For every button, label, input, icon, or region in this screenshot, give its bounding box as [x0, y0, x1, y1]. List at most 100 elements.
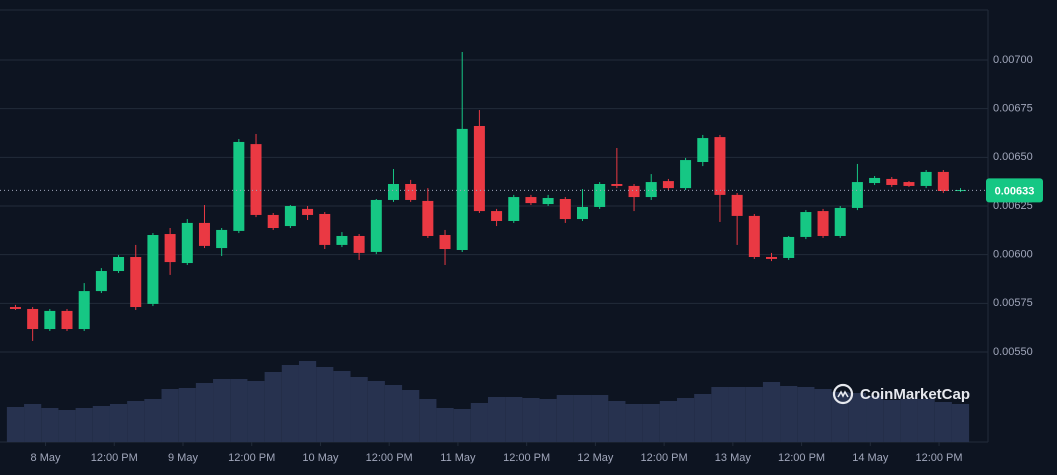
candle-body	[628, 185, 640, 198]
y-tick-label: 0.00600	[993, 249, 1033, 261]
candle-body	[319, 213, 331, 245]
volume-bar	[608, 401, 626, 442]
volume-bar	[281, 365, 299, 442]
x-tick-label: 12:00 PM	[228, 452, 275, 464]
volume-bar	[195, 383, 214, 442]
watermark-logo-mark	[837, 390, 849, 398]
candle-body	[405, 184, 417, 200]
candle-body	[113, 257, 125, 272]
candle-body	[27, 308, 39, 330]
candle-body	[233, 141, 245, 231]
candle-body	[542, 198, 554, 205]
volume-bar	[384, 385, 403, 442]
candle-body	[284, 206, 296, 227]
candle-body	[594, 184, 606, 207]
volume-bar	[659, 401, 677, 442]
candle-body	[834, 207, 846, 236]
candle-body	[9, 307, 21, 309]
candle-body	[353, 235, 365, 253]
candle-body	[765, 257, 777, 259]
volume-bar	[694, 394, 712, 442]
candle-body	[576, 206, 588, 220]
volume-bars	[6, 361, 970, 442]
volume-bar	[247, 381, 265, 442]
candle-body	[370, 199, 382, 252]
volume-bar	[917, 399, 935, 442]
candle-body	[216, 229, 228, 249]
candle-body	[44, 310, 56, 330]
volume-bar	[436, 408, 454, 442]
volume-bar	[900, 399, 918, 442]
x-tick-label: 13 May	[715, 452, 752, 464]
y-tick-label: 0.00575	[993, 297, 1033, 309]
current-price-label: 0.00633	[995, 185, 1035, 197]
candle-body	[869, 177, 881, 184]
volume-bar	[522, 398, 540, 442]
candle-body	[422, 200, 434, 236]
candle-body	[250, 144, 262, 215]
x-tick-label: 10 May	[302, 452, 339, 464]
volume-bar	[298, 361, 317, 442]
x-tick-label: 12:00 PM	[915, 452, 962, 464]
candle-body	[491, 211, 503, 221]
candle-body	[61, 310, 73, 330]
candle-body	[336, 235, 348, 245]
y-tick-label: 0.00625	[993, 200, 1033, 212]
x-tick-label: 12:00 PM	[503, 452, 550, 464]
volume-bar	[573, 395, 592, 442]
volume-bar	[762, 382, 781, 442]
volume-bar	[402, 390, 420, 442]
candle-body	[473, 125, 485, 212]
volume-bar	[316, 367, 334, 442]
volume-bar	[676, 398, 695, 442]
volume-bar	[161, 389, 179, 442]
volume-bar	[6, 407, 25, 442]
volume-bar	[453, 409, 471, 442]
candle-body	[800, 212, 812, 237]
watermark-text: CoinMarketCap	[860, 386, 970, 403]
candle-body	[611, 184, 623, 186]
candle-body	[714, 137, 726, 195]
volume-bar	[470, 403, 488, 442]
candle-body	[937, 171, 949, 192]
x-tick-label: 12:00 PM	[778, 452, 825, 464]
volume-bar	[230, 379, 248, 442]
candle-body	[95, 271, 107, 292]
volume-bar	[75, 408, 93, 442]
volume-bar	[642, 404, 660, 442]
x-tick-label: 9 May	[168, 452, 198, 464]
volume-bar	[556, 395, 574, 442]
x-tick-label: 8 May	[31, 452, 61, 464]
y-tick-label: 0.00550	[993, 346, 1033, 358]
candle-body	[920, 171, 932, 186]
volume-bar	[264, 372, 282, 442]
axis-labels: 0.00550 0.00575 0.00600 0.00625 0.00650 0.006…	[31, 54, 1043, 464]
current-price-badge	[986, 178, 1043, 203]
volume-bar	[780, 386, 798, 442]
candle-body	[78, 291, 90, 330]
candle-body	[645, 182, 657, 198]
candle-body	[680, 160, 692, 189]
volume-bar	[24, 404, 42, 442]
volume-bar	[951, 404, 970, 442]
volume-bar	[745, 387, 763, 442]
volume-bar	[728, 387, 746, 442]
candle-body	[130, 257, 142, 308]
y-tick-label: 0.00675	[993, 103, 1033, 115]
volume-bar	[625, 404, 643, 442]
x-tick-label: 14 May	[852, 452, 889, 464]
candle-body	[198, 222, 210, 246]
volume-bar	[144, 399, 162, 442]
candle-body	[525, 197, 537, 204]
volume-bar	[539, 399, 557, 442]
volume-bar	[178, 388, 196, 442]
candle-body	[147, 235, 159, 304]
candle-body	[851, 182, 863, 208]
candle-body	[181, 222, 193, 264]
candle-body	[302, 208, 314, 215]
volume-bar	[831, 392, 849, 442]
watermark: CoinMarketCap	[832, 383, 970, 405]
x-tick-label: 12:00 PM	[366, 452, 413, 464]
y-tick-label: 0.00650	[993, 151, 1033, 163]
candle-body	[662, 181, 674, 189]
